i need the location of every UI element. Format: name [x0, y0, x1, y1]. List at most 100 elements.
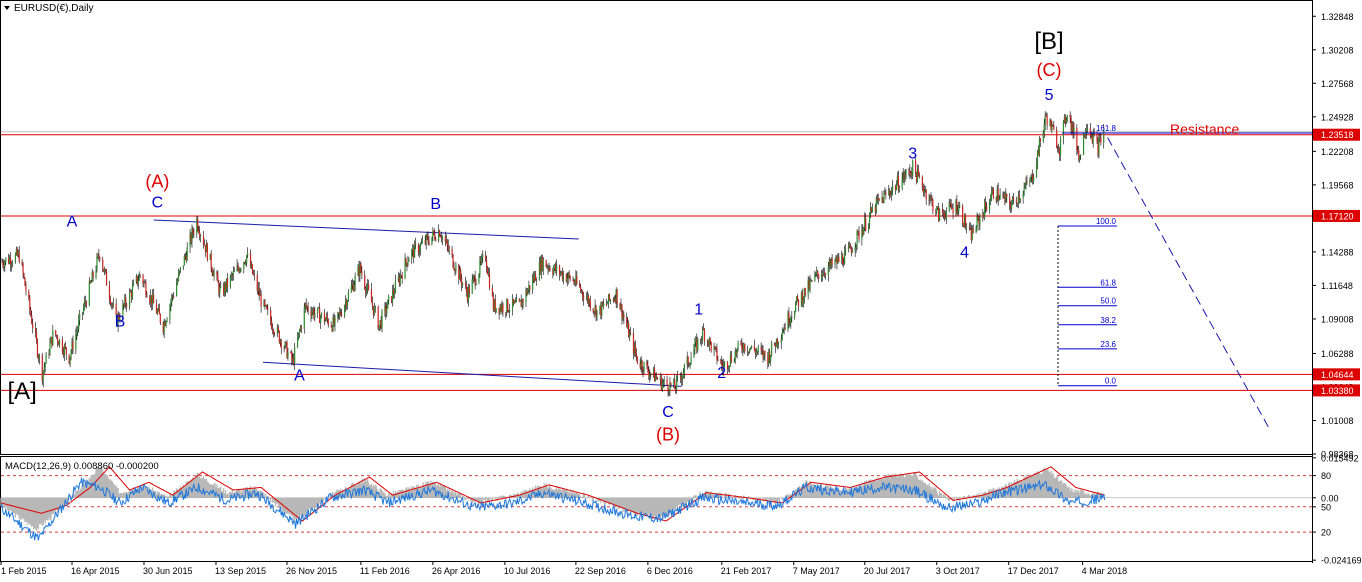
candle-body: [1073, 127, 1075, 135]
candle-body: [45, 353, 47, 364]
candle-body: [105, 271, 108, 286]
candle-body: [49, 343, 51, 355]
candle-body: [351, 283, 353, 286]
candle-body: [909, 170, 911, 175]
candle-body: [956, 201, 958, 213]
candle-body: [44, 363, 46, 368]
candle-body: [52, 330, 54, 346]
candle-body: [178, 270, 181, 273]
candle-body: [1030, 176, 1032, 182]
candle-body: [272, 329, 275, 334]
candle-body: [918, 175, 921, 177]
candle-body: [507, 299, 509, 312]
candle-body: [116, 314, 118, 327]
candle-body: [170, 301, 172, 306]
candle-body: [272, 328, 274, 330]
wave-label: A: [294, 368, 305, 385]
wave-label: (C): [1037, 60, 1062, 80]
candle-body: [310, 311, 312, 317]
candle-body: [236, 265, 238, 272]
candle-body: [343, 305, 346, 317]
candle-body: [722, 365, 724, 370]
candle-body: [989, 200, 992, 203]
candle-body: [609, 299, 612, 301]
candle-body: [486, 260, 488, 268]
candle-body: [1091, 135, 1093, 143]
candle-body: [626, 317, 628, 327]
candle-body: [921, 176, 923, 188]
candle-body: [243, 262, 245, 270]
candle-body: [1016, 203, 1018, 205]
time-tick-label: 11 Feb 2016: [360, 566, 410, 576]
candle-body: [421, 240, 423, 243]
candle-body: [285, 342, 287, 344]
candle-body: [435, 239, 437, 241]
candle-body: [10, 264, 13, 266]
candle-body: [475, 282, 477, 285]
candle-body: [627, 323, 629, 327]
time-tick-label: 16 Apr 2015: [71, 566, 120, 576]
candle-body: [414, 243, 416, 258]
candle-body: [707, 340, 709, 346]
candle-body: [109, 299, 112, 305]
candle-body: [874, 206, 876, 212]
candle-body: [522, 299, 524, 303]
candle-body: [445, 240, 447, 242]
macd-histogram: [0, 466, 1106, 532]
candle-body: [334, 317, 336, 326]
candle-body: [581, 290, 583, 292]
candle-body: [16, 249, 18, 256]
candle-body: [908, 170, 910, 172]
candle-body: [136, 276, 138, 285]
candle-body: [639, 363, 641, 368]
candle-body: [941, 208, 944, 213]
candle-body: [1089, 128, 1091, 136]
candle-body: [247, 253, 249, 256]
candle-body: [535, 280, 538, 282]
candle-body: [773, 343, 776, 346]
candle-body: [280, 340, 282, 349]
candle-body: [1056, 129, 1058, 148]
candle-body: [498, 308, 500, 314]
candle-body: [728, 365, 731, 368]
candle-body: [284, 342, 286, 349]
candle-body: [137, 280, 139, 285]
fib-level-label: 61.8: [1100, 278, 1116, 287]
candle-body: [411, 250, 413, 259]
candle-body: [1049, 119, 1051, 125]
macd-signal-line: [0, 466, 1105, 522]
candle-body: [668, 391, 670, 393]
candle-body: [35, 332, 38, 341]
candle-body: [364, 275, 366, 289]
candle-body: [287, 351, 289, 358]
candle-body: [688, 364, 690, 366]
candle-body: [156, 310, 159, 314]
candle-body: [762, 349, 764, 358]
candle-body: [689, 364, 691, 366]
candle-body: [701, 328, 704, 341]
candle-body: [1039, 138, 1041, 142]
candle-body: [1057, 147, 1059, 150]
candle-body: [378, 325, 380, 330]
candle-body: [257, 287, 259, 291]
candle-body: [69, 356, 71, 364]
candle-body: [132, 282, 135, 286]
candle-body: [1044, 115, 1046, 125]
candle-body: [643, 361, 645, 373]
candle-body: [373, 306, 375, 315]
candle-body: [468, 287, 470, 294]
candle-body: [965, 227, 968, 229]
candle-body: [666, 379, 668, 385]
candle-body: [903, 173, 905, 180]
candle-body: [802, 298, 804, 304]
candle-body: [532, 277, 534, 290]
candle-body: [790, 317, 792, 323]
candle-body: [71, 341, 73, 352]
candle-body: [1038, 138, 1041, 155]
candle-body: [679, 376, 682, 378]
candle-body: [864, 218, 866, 228]
candle-body: [990, 192, 993, 201]
candle-body: [749, 348, 752, 350]
candle-body: [494, 300, 496, 312]
candle-body: [122, 304, 124, 320]
